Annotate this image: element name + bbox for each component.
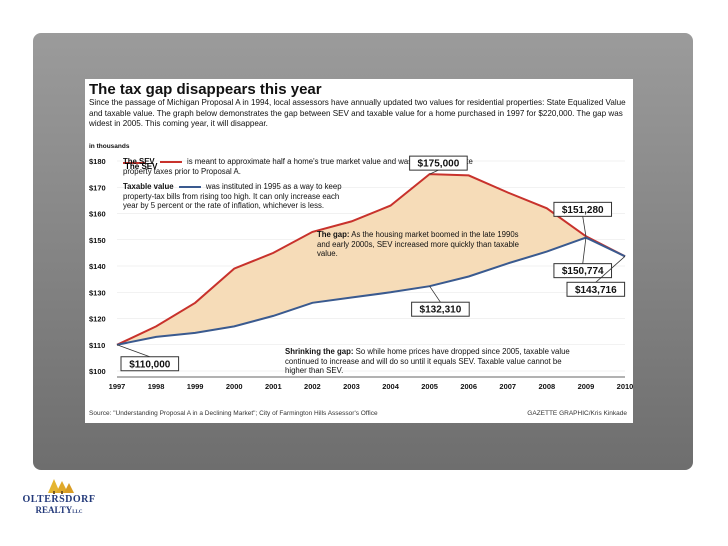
callout-value: $132,310 xyxy=(420,305,462,316)
callout-leader xyxy=(429,285,441,303)
logo-line2-text: REALTY xyxy=(35,505,73,515)
x-tick-label: 2005 xyxy=(421,382,438,391)
x-tick-label: 1999 xyxy=(187,382,204,391)
y-tick-label: $170 xyxy=(89,183,106,192)
gap-text: As the housing market boomed in the late… xyxy=(317,230,519,259)
callout-box xyxy=(566,281,626,297)
x-tick-label: 2003 xyxy=(343,382,360,391)
logo-line1: OLTERSDORF xyxy=(22,494,96,505)
x-tick-label: 2002 xyxy=(304,382,321,391)
legend-tax-text: was instituted in 1995 as a way to keep … xyxy=(123,182,342,211)
legend-sev-label: The SEV xyxy=(123,157,155,166)
company-logo: OLTERSDORF REALTYLLC xyxy=(10,477,108,517)
callout-value: $175,000 xyxy=(418,159,460,170)
callout-value: $143,716 xyxy=(575,285,617,296)
chart-panel: The tax gap disappears this year Since t… xyxy=(85,79,633,423)
callout-box xyxy=(409,155,468,171)
gap-fill-area xyxy=(117,174,625,345)
callout-leader xyxy=(429,169,439,175)
chart-intro: Since the passage of Michigan Proposal A… xyxy=(89,98,626,128)
callout-box xyxy=(411,301,470,317)
x-tick-label: 2008 xyxy=(539,382,556,391)
x-tick-label: 2000 xyxy=(226,382,243,391)
callout-leader xyxy=(595,255,626,283)
y-tick-label: $110 xyxy=(89,341,105,350)
callout-value: $151,280 xyxy=(562,205,604,216)
tree-icon xyxy=(48,479,74,494)
taxable-series-line xyxy=(116,236,626,346)
legend: The SEV The SEV is meant to approximate … xyxy=(123,157,473,211)
x-tick-label: 2006 xyxy=(460,382,477,391)
callout-value: $110,000 xyxy=(129,359,171,370)
legend-tax-label: Taxable value xyxy=(123,182,174,191)
callout-box xyxy=(553,201,613,217)
y-tick-label: $120 xyxy=(89,315,106,324)
y-tick-label: $180 xyxy=(89,157,106,166)
callout-leader xyxy=(582,237,587,264)
x-tick-label: 2007 xyxy=(499,382,516,391)
callout-box xyxy=(120,356,180,372)
shrink-text: So while home prices have dropped since … xyxy=(285,347,570,376)
units-label: in thousands xyxy=(89,143,130,150)
source-note: Source: "Understanding Proposal A in a D… xyxy=(89,410,378,417)
shrink-label: Shrinking the gap: xyxy=(285,347,354,356)
logo-suffix: LLC xyxy=(72,510,83,515)
x-tick-label: 1998 xyxy=(148,382,165,391)
x-tick-label: 2001 xyxy=(265,382,282,391)
callout-leader xyxy=(116,344,150,358)
x-tick-label: 2009 xyxy=(578,382,595,391)
y-tick-label: $100 xyxy=(89,367,106,376)
gap-label: The gap: xyxy=(317,230,350,239)
tax-gap-chart: $100 $110 $120 $130 $140 $150 $160 $170 $180 199… xyxy=(89,155,633,391)
logo-line2: REALTYLLC xyxy=(10,505,108,515)
y-tick-label: $130 xyxy=(89,288,106,297)
callout-value: $150,774 xyxy=(562,266,604,277)
x-tick-label: 2004 xyxy=(382,382,400,391)
sev-series-line xyxy=(116,173,626,346)
x-tick-label: 2010 xyxy=(617,382,633,391)
callout-box xyxy=(553,263,613,279)
callout-leader xyxy=(582,216,587,237)
y-tick-label: $140 xyxy=(89,262,106,271)
y-tick-label: $160 xyxy=(89,210,106,219)
y-tick-label: $150 xyxy=(89,236,106,245)
legend-sev-text: is meant to approximate half a home's tr… xyxy=(123,157,473,176)
x-tick-label: 1997 xyxy=(109,382,126,391)
legend-sev: The SEV xyxy=(125,162,158,171)
chart-headline: The tax gap disappears this year xyxy=(89,81,322,98)
graphic-credit: GAZETTE GRAPHIC/Kris Kinkade xyxy=(527,410,627,417)
